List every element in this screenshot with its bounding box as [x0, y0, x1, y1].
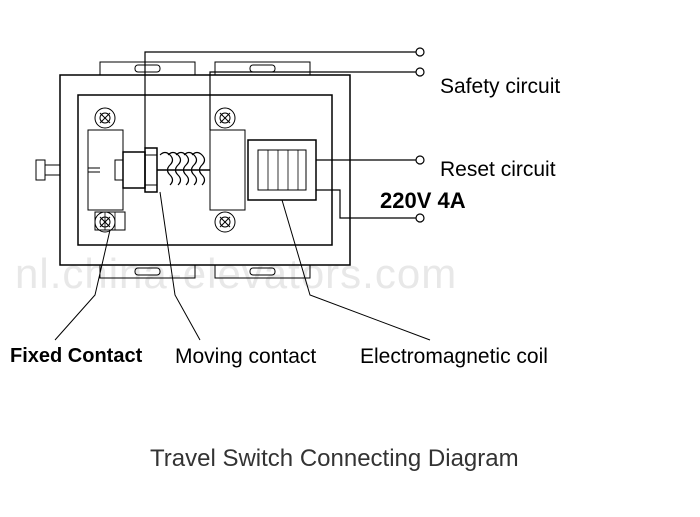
voltage-rating-label: 220V 4A [380, 188, 466, 214]
safety-circuit-label: Safety circuit [440, 75, 560, 99]
diagram-svg [0, 0, 700, 517]
fixed-contact-label: Fixed Contact [10, 345, 142, 368]
electromagnetic-coil-label: Electromagnetic coil [360, 345, 548, 369]
diagram-title: Travel Switch Connecting Diagram [150, 445, 519, 473]
moving-contact-label: Moving contact [175, 345, 316, 369]
reset-circuit-label: Reset circuit [440, 158, 556, 182]
